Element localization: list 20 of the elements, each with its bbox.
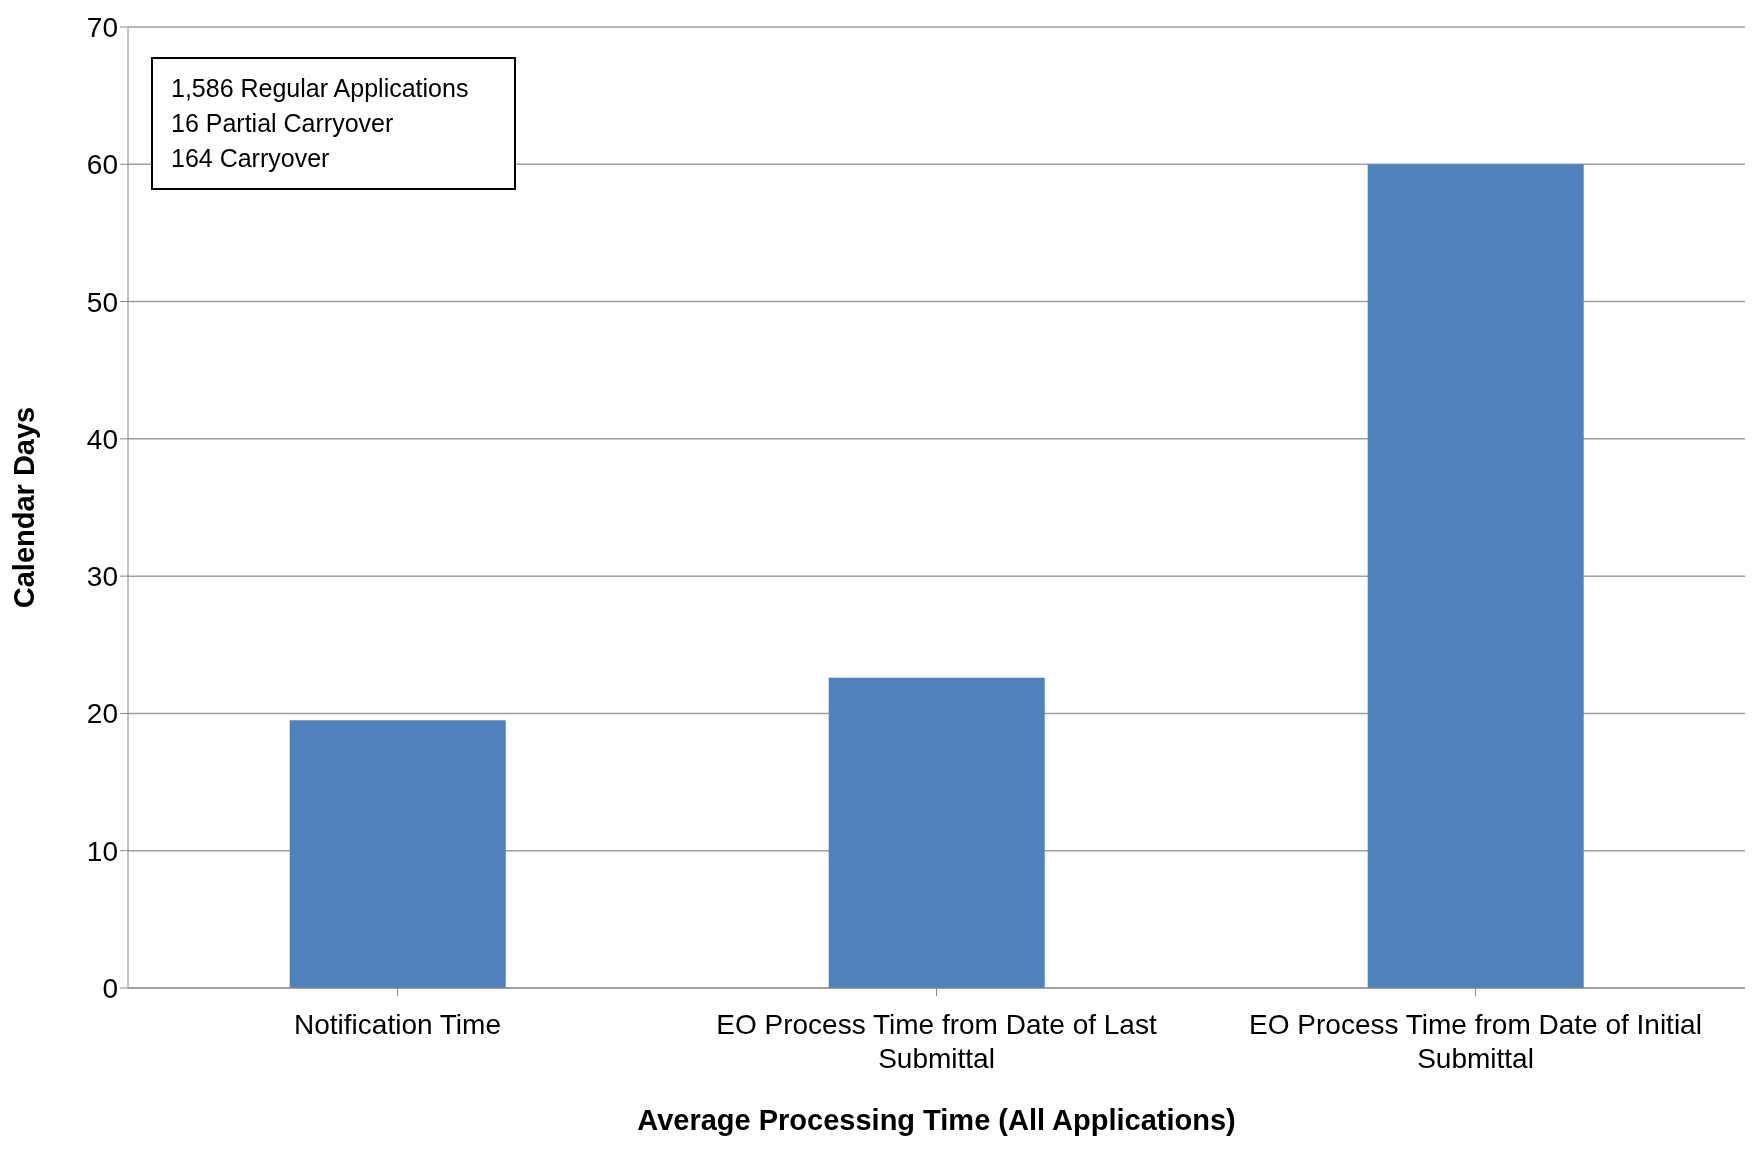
bar	[289, 720, 506, 988]
y-tick-label: 20	[86, 698, 118, 730]
y-tick-label: 60	[86, 149, 118, 181]
annotation: 16 Partial Carryover	[171, 108, 395, 139]
bar	[1367, 164, 1584, 988]
y-tick-label: 0	[102, 972, 118, 1004]
y-tick-label: 30	[86, 561, 118, 593]
annotation: 1,586 Regular Applications	[171, 73, 470, 104]
y-tick-label: 70	[86, 11, 118, 43]
y-tick-label: 40	[86, 423, 118, 455]
note-box: 1,586 Regular Applications 16 Partial Carryover 164 Carryover	[151, 57, 516, 190]
y-tick-label: 10	[86, 835, 118, 867]
annotation: 164 Carryover	[171, 143, 331, 174]
y-tick-label: 50	[86, 286, 118, 318]
x-tick-label: EO Process Time from Date of Last Submittal	[716, 1009, 1157, 1074]
bar	[828, 677, 1045, 988]
x-tick-label: Notification Time	[294, 1009, 501, 1040]
y-axis-title: Calendar Days	[8, 406, 41, 609]
x-tick-label: EO Process Time from Date of Initial Submittal	[1249, 1009, 1702, 1074]
x-axis-title: Average Processing Time (All Applications)	[637, 1104, 1236, 1136]
